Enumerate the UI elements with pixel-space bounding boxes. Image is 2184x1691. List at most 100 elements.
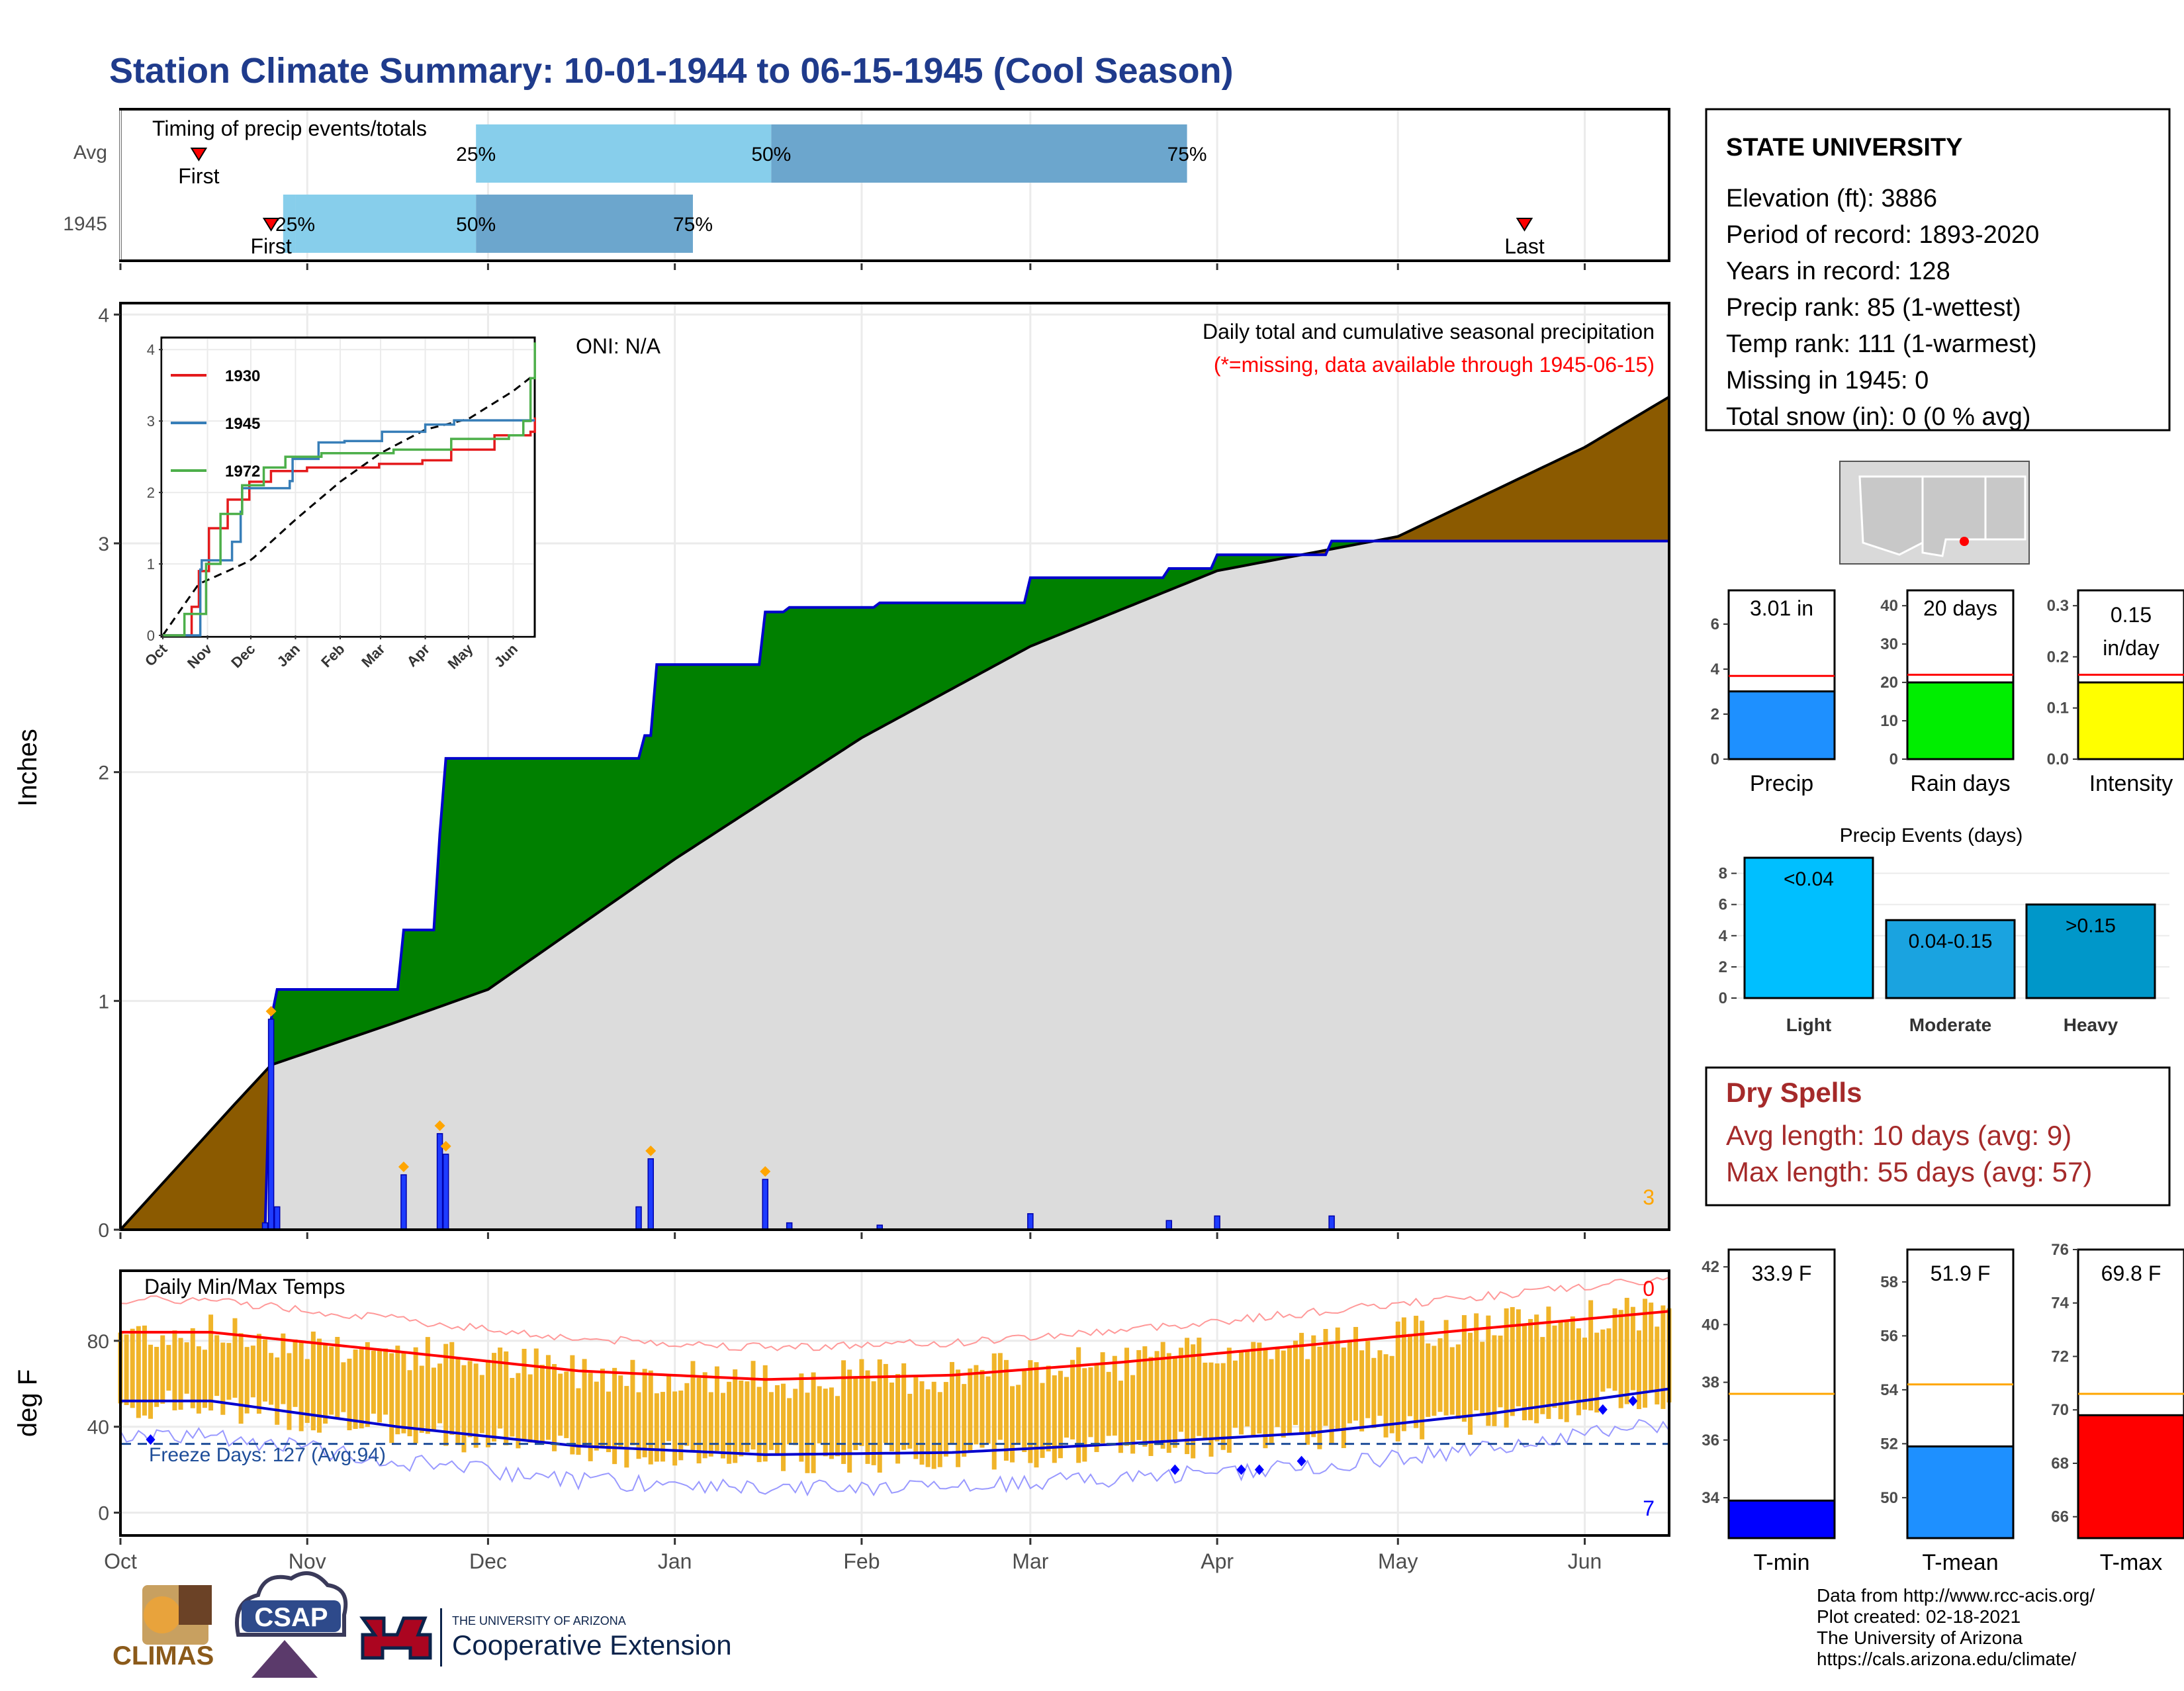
mini-bar-tick-label: 10 [1880, 712, 1898, 730]
daily-temp-bar [805, 1393, 810, 1473]
daily-temp-bar [269, 1353, 274, 1405]
daily-temp-bar [413, 1347, 418, 1443]
temp-summary-tick-label: 38 [1702, 1374, 1719, 1392]
daily-precip-bar [647, 1158, 654, 1230]
daily-temp-bar [298, 1342, 304, 1432]
daily-temp-bar [1341, 1348, 1346, 1448]
ua-extension-text: Cooperative Extension [452, 1629, 732, 1661]
daily-temp-bar [1461, 1315, 1467, 1422]
mini-bar-value-label: 3.01 in [1750, 596, 1813, 620]
daily-temp-bar [841, 1360, 846, 1464]
daily-temp-bar [1076, 1347, 1081, 1463]
daily-temp-bar [353, 1349, 358, 1429]
daily-temp-bar [558, 1373, 563, 1436]
daily-temp-bar [871, 1381, 876, 1465]
locator-map [1839, 461, 2030, 565]
daily-temp-bar [925, 1389, 931, 1467]
inset-x-tick-label: Apr [404, 641, 433, 670]
daily-temp-bar [485, 1359, 490, 1447]
mini-bar-value [2077, 681, 2184, 760]
ua-small-text: THE UNIVERSITY OF ARIZONA [452, 1614, 626, 1627]
temp-summary-tick-label: 76 [2051, 1241, 2069, 1259]
daily-temp-bar [516, 1373, 521, 1449]
daily-temp-bar [1649, 1303, 1654, 1391]
observed-cumulative-line [120, 539, 1669, 1231]
temp-summary-tick-label: 56 [1880, 1327, 1898, 1345]
precip-y-label: Inches [13, 729, 42, 807]
climas-sun-shape [144, 1596, 181, 1633]
daily-temp-bar [341, 1362, 346, 1412]
daily-temp-bar [1594, 1332, 1600, 1413]
station-location-dot [1960, 537, 1969, 546]
csap-badge [242, 1600, 341, 1632]
daily-temp-bar [582, 1359, 587, 1447]
daily-temp-bar [256, 1334, 261, 1414]
precip-y-tick-label: 2 [98, 762, 109, 784]
daily-temp-bar [1130, 1375, 1136, 1454]
daily-temp-bar [696, 1377, 702, 1464]
station-line: Missing in 1945: 0 [1726, 367, 1929, 394]
daily-temp-bar [1636, 1330, 1641, 1410]
temp-summary-tick-label: 52 [1880, 1435, 1898, 1453]
daily-temp-bar [768, 1392, 774, 1450]
daily-temp-bar [1437, 1338, 1443, 1412]
daily-temp-bar [431, 1367, 436, 1430]
daily-temp-bar [1034, 1362, 1039, 1468]
daily-temp-bar [956, 1369, 961, 1467]
daily-temp-bar [498, 1348, 503, 1429]
daily-temp-bar [1383, 1354, 1388, 1438]
climas-mountain-shape [179, 1585, 212, 1625]
climas-logo: CLIMAS [113, 1585, 214, 1670]
timing-marker [1516, 218, 1533, 232]
daily-temp-bar [1504, 1308, 1509, 1428]
daily-temp-bar [1624, 1297, 1629, 1404]
daily-precip-bar [273, 1206, 281, 1230]
station-line: Total snow (in): 0 (0 % avg) [1726, 403, 2030, 431]
daily-temp-bar [335, 1336, 340, 1419]
temp-panel-frame [119, 1269, 1670, 1537]
events-tick-label: 4 [1719, 927, 1728, 945]
daily-temp-bar [479, 1375, 484, 1434]
daily-temp-bar [371, 1350, 376, 1414]
daily-temp-bar [510, 1377, 515, 1437]
daily-temp-bar [160, 1335, 165, 1404]
daily-temp-bar [853, 1377, 858, 1451]
daily-temp-bar [901, 1363, 907, 1450]
normal-cumulative-line [119, 396, 1670, 1231]
temp-summary-tick-label: 68 [2051, 1455, 2069, 1473]
inset-x-tick-label: Dec [228, 641, 258, 671]
mini-bar-value-label: 0.15 [2111, 603, 2152, 627]
precip-panel-frame [119, 302, 1670, 1231]
station-line: Temp rank: 111 (1-warmest) [1726, 330, 2037, 358]
timing-row-year-label: 1945 [63, 213, 107, 235]
daily-temp-bar [1003, 1359, 1009, 1461]
timing-quantile-label: 50% [456, 214, 496, 236]
daily-temp-bar [1516, 1309, 1521, 1406]
daily-temp-bar [238, 1333, 244, 1424]
timing-marker-label: Last [1504, 234, 1545, 258]
inset-x-tick-label: Feb [318, 641, 347, 670]
temp-summary-tick-label: 70 [2051, 1401, 2069, 1419]
daily-temp-bar [889, 1382, 894, 1451]
daily-temp-bar [1287, 1348, 1292, 1434]
daily-temp-bar [968, 1368, 973, 1451]
daily-temp-bar [1395, 1321, 1400, 1441]
mini-bar-value [1727, 690, 1836, 760]
daily-temp-bar [1178, 1348, 1183, 1432]
inset-legend-label: 1930 [225, 367, 260, 385]
daily-temp-bar [1480, 1342, 1485, 1416]
temp-panel-label: Daily Min/Max Temps [144, 1275, 345, 1299]
record-low-marker [1254, 1464, 1264, 1475]
daily-temp-bar [895, 1374, 901, 1464]
daily-temp-bar [1426, 1343, 1431, 1417]
university-a-mark [359, 1616, 432, 1660]
daily-temp-bar [1468, 1332, 1473, 1435]
temp-summary-value-label: 33.9 F [1752, 1261, 1812, 1285]
daily-precip-bar [1027, 1213, 1034, 1230]
daily-temp-bar [1371, 1357, 1377, 1428]
temp-summary-tick-label: 36 [1702, 1432, 1719, 1449]
daily-temp-bar [1197, 1338, 1202, 1436]
daily-temp-bar [461, 1365, 467, 1453]
daily-temp-bar [1208, 1362, 1214, 1457]
